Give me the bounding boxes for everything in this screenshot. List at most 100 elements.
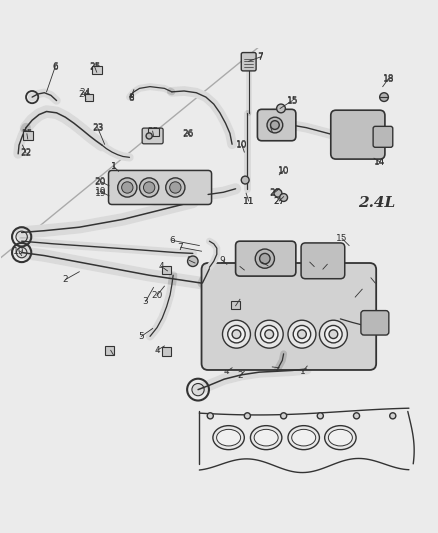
Text: 11: 11 <box>234 262 246 271</box>
Circle shape <box>267 117 283 133</box>
Text: 22: 22 <box>21 149 32 157</box>
Text: 23: 23 <box>92 125 103 133</box>
Bar <box>148 128 159 136</box>
Text: 12: 12 <box>256 257 268 266</box>
Text: 22: 22 <box>21 149 32 158</box>
Text: 20: 20 <box>95 177 106 186</box>
Circle shape <box>146 133 152 139</box>
Text: 2: 2 <box>237 371 243 380</box>
Circle shape <box>260 253 270 264</box>
Ellipse shape <box>217 430 240 446</box>
Text: 10: 10 <box>278 166 290 175</box>
Text: 20: 20 <box>151 291 162 300</box>
Text: 8: 8 <box>128 93 134 102</box>
Text: 18: 18 <box>383 74 394 83</box>
Text: 6: 6 <box>53 63 58 72</box>
Text: 10: 10 <box>236 140 247 149</box>
FancyBboxPatch shape <box>142 128 163 144</box>
Text: 9: 9 <box>219 256 226 265</box>
Text: 12: 12 <box>265 122 276 131</box>
Text: 1: 1 <box>110 161 116 171</box>
Text: 4: 4 <box>154 346 160 355</box>
FancyBboxPatch shape <box>331 110 385 159</box>
Text: 25: 25 <box>89 63 100 72</box>
Text: 10: 10 <box>278 167 290 176</box>
FancyBboxPatch shape <box>109 171 212 205</box>
Circle shape <box>288 320 316 348</box>
Text: 15: 15 <box>286 97 298 106</box>
Text: 13: 13 <box>317 264 328 273</box>
Text: 4: 4 <box>233 301 238 310</box>
Text: 19: 19 <box>13 247 25 256</box>
Bar <box>231 301 240 309</box>
Circle shape <box>281 413 287 419</box>
Text: 28: 28 <box>269 188 281 197</box>
FancyBboxPatch shape <box>258 109 296 141</box>
Circle shape <box>271 120 279 130</box>
Text: 12: 12 <box>265 123 276 132</box>
Text: 3: 3 <box>269 362 275 372</box>
FancyBboxPatch shape <box>373 126 393 147</box>
Circle shape <box>187 256 198 266</box>
Text: 27: 27 <box>274 197 285 206</box>
Circle shape <box>144 182 155 193</box>
Text: 6: 6 <box>169 236 175 245</box>
Circle shape <box>265 330 274 338</box>
Ellipse shape <box>213 426 244 450</box>
FancyBboxPatch shape <box>361 311 389 335</box>
Bar <box>162 348 171 356</box>
Circle shape <box>261 326 278 343</box>
Circle shape <box>329 330 338 338</box>
Text: 28: 28 <box>269 189 281 198</box>
Circle shape <box>353 413 360 419</box>
Text: 8: 8 <box>129 94 134 103</box>
Circle shape <box>297 330 306 338</box>
FancyBboxPatch shape <box>301 243 345 279</box>
Text: 26: 26 <box>182 129 193 138</box>
Circle shape <box>223 320 251 348</box>
Text: 3: 3 <box>143 297 148 306</box>
Text: 14: 14 <box>304 257 315 266</box>
Circle shape <box>166 178 185 197</box>
Bar <box>85 94 93 101</box>
Circle shape <box>380 93 389 101</box>
Text: 2: 2 <box>63 275 68 284</box>
Circle shape <box>274 189 282 197</box>
Circle shape <box>317 413 323 419</box>
Text: 25: 25 <box>147 127 158 136</box>
Text: 17: 17 <box>365 273 377 282</box>
Text: 19: 19 <box>95 189 106 198</box>
Text: 24: 24 <box>79 88 90 97</box>
Text: 25: 25 <box>21 130 32 138</box>
Text: 15: 15 <box>286 96 298 105</box>
Circle shape <box>293 326 311 343</box>
Text: 26: 26 <box>183 130 194 139</box>
Ellipse shape <box>328 430 353 446</box>
Text: 15: 15 <box>336 234 348 243</box>
Circle shape <box>122 182 133 193</box>
Text: 6: 6 <box>53 62 58 71</box>
Ellipse shape <box>251 426 282 450</box>
Text: 25: 25 <box>21 130 32 139</box>
Ellipse shape <box>288 426 319 450</box>
Text: 11: 11 <box>243 197 254 206</box>
Text: 10: 10 <box>236 141 247 150</box>
Ellipse shape <box>254 430 278 446</box>
Ellipse shape <box>292 430 316 446</box>
Text: 24: 24 <box>78 90 89 99</box>
Circle shape <box>118 178 137 197</box>
Circle shape <box>228 326 245 343</box>
Text: 20: 20 <box>95 178 106 187</box>
Text: 4: 4 <box>108 346 113 355</box>
Text: 16: 16 <box>350 293 361 302</box>
Text: 8: 8 <box>187 256 192 265</box>
Text: 25: 25 <box>147 127 158 136</box>
Text: 4: 4 <box>159 262 164 271</box>
Circle shape <box>241 176 249 184</box>
Text: 18: 18 <box>383 75 394 84</box>
Circle shape <box>244 413 251 419</box>
Circle shape <box>232 330 241 338</box>
Text: 25: 25 <box>89 62 100 71</box>
Bar <box>106 346 114 354</box>
Ellipse shape <box>325 426 356 450</box>
